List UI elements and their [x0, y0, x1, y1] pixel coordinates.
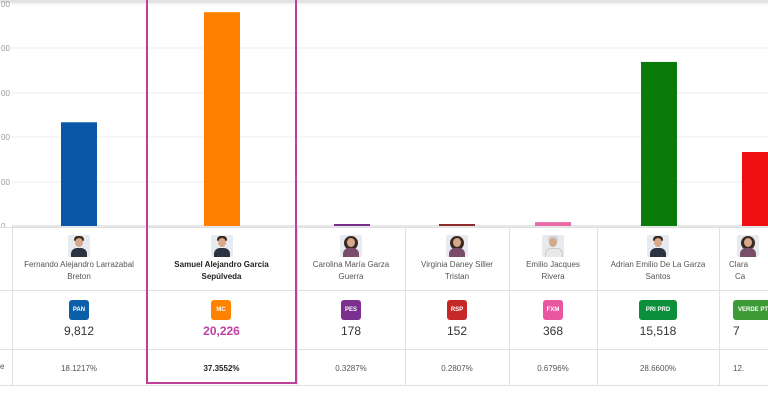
row-label-percent: e	[0, 362, 5, 371]
candidate-column[interactable]: Carolina María Garza Guerra PES 178 0.328…	[297, 228, 405, 386]
party-logo: MC	[211, 300, 231, 320]
bar-2[interactable]	[204, 12, 240, 227]
candidate-column[interactable]: Virginia Daney Siller Tristan RSP 152 0.2…	[405, 228, 509, 386]
vote-count: 20,226	[203, 324, 240, 338]
col-divider	[12, 228, 13, 386]
winner-highlight-frame	[146, 0, 297, 384]
top-border	[0, 0, 768, 3]
row-divider	[0, 385, 768, 386]
y-tick-label: 00	[1, 0, 10, 9]
vote-percent: 0.6796%	[537, 364, 569, 373]
vote-percent: 28.6600%	[639, 364, 677, 373]
vote-count: 7	[733, 324, 740, 338]
candidate-column[interactable]: Fernando Alejandro Larrazabal Breton PAN …	[12, 228, 146, 386]
vote-percent: 0.2807%	[441, 364, 473, 373]
y-tick-label: 0	[1, 222, 6, 228]
col-divider	[509, 228, 510, 386]
party-logo: PRI PRD	[639, 300, 677, 320]
candidate-photo	[211, 235, 233, 257]
vote-count: 178	[340, 324, 362, 338]
vote-percent: 12.	[733, 364, 745, 373]
party-logo: RSP	[447, 300, 467, 320]
col-divider	[719, 228, 720, 386]
y-tick-label: 00	[1, 44, 10, 53]
row-divider	[0, 290, 768, 291]
vote-count: 15,518	[639, 324, 677, 338]
bar-4[interactable]	[439, 224, 475, 226]
bar-3[interactable]	[334, 224, 370, 226]
candidate-photo	[737, 235, 759, 257]
vote-count: 152	[446, 324, 468, 338]
candidate-name: Samuel Alejandro García Sepúlveda	[174, 260, 269, 281]
row-divider	[0, 349, 768, 350]
party-logo: PES	[341, 300, 361, 320]
candidate-name: Emilio Jacques Rivera	[526, 260, 580, 281]
party-logo: PAN	[69, 300, 89, 320]
col-divider	[597, 228, 598, 386]
col-divider	[405, 228, 406, 386]
vote-percent: 37.3552%	[203, 364, 240, 373]
bar-5[interactable]	[535, 222, 571, 226]
candidate-photo	[647, 235, 669, 257]
candidate-column[interactable]: Emilio Jacques Rivera FXM 368 0.6796%	[509, 228, 597, 386]
candidate-column[interactable]: Clara Ca VERDE PT 7 12.	[719, 228, 768, 386]
row-divider	[0, 227, 768, 228]
candidate-name: Fernando Alejandro Larrazabal Breton	[24, 260, 134, 281]
y-tick-label: 00	[1, 178, 10, 187]
party-logo: FXM	[543, 300, 563, 320]
bar-1[interactable]	[61, 122, 97, 226]
candidate-photo	[68, 235, 90, 257]
candidate-photo	[340, 235, 362, 257]
candidate-name: Clara Ca	[729, 260, 749, 281]
candidate-photo	[446, 235, 468, 257]
col-divider	[297, 228, 298, 386]
y-tick-label: 00	[1, 133, 10, 142]
candidate-name: Carolina María Garza Guerra	[312, 260, 390, 281]
candidate-column[interactable]: Adrian Emilio De La Garza Santos PRI PRD …	[597, 228, 719, 386]
vote-percent: 18.1217%	[60, 364, 98, 373]
y-tick-label: 00	[1, 89, 10, 98]
candidate-name: Adrian Emilio De La Garza Santos	[610, 260, 706, 281]
candidate-column-winner[interactable]: Samuel Alejandro García Sepúlveda MC 20,2…	[146, 228, 297, 386]
party-logo: VERDE PT	[733, 300, 768, 320]
candidate-name: Virginia Daney Siller Tristan	[421, 260, 493, 281]
vote-percent: 0.3287%	[335, 364, 367, 373]
bar-6[interactable]	[641, 61, 677, 226]
vote-count: 368	[542, 324, 564, 338]
candidate-photo	[542, 235, 564, 257]
vote-count: 9,812	[63, 324, 95, 338]
bar-7[interactable]	[742, 152, 768, 226]
